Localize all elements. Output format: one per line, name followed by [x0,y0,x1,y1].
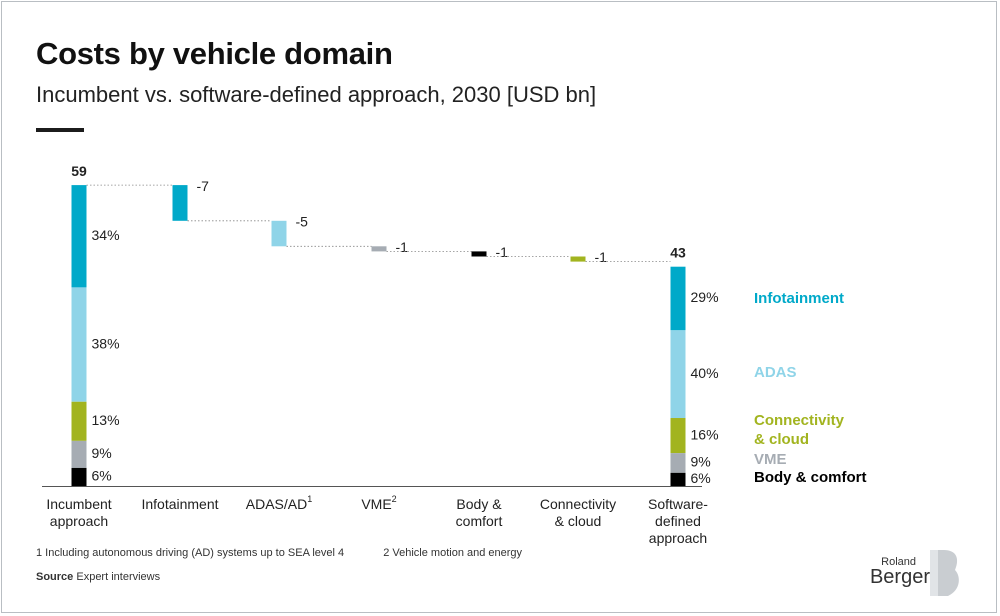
category-label-infotainment: Infotainment [141,496,218,512]
step-value-label-vme: -1 [396,239,409,255]
end-bar-segment-connectivity-cloud [670,418,686,454]
end-bar-share-label-vme: 9% [691,454,711,470]
start-bar-segment-connectivity-cloud [71,401,87,441]
legend-item-infotainment: Infotainment [754,290,844,307]
start-bar-segment-vme [71,440,87,468]
step-value-label-body-comfort: -1 [496,244,509,260]
footnote-2: 2 Vehicle motion and energy [383,547,523,559]
end-bar-share-label-adas: 40% [691,365,719,381]
step-bar-connectivity-cloud [570,256,586,262]
start-bar-share-label-infotainment: 34% [92,227,120,243]
start-bar-total-label: 59 [71,163,87,179]
step-bar-vme [371,246,387,252]
category-label-body-comfort: Body & comfort [456,496,503,529]
end-bar-segment-body-comfort [670,472,686,486]
source-label: Source [36,571,74,583]
end-bar-share-label-connectivity-cloud: 16% [691,426,719,442]
legend-item-connectivity-cloud: Connectivity & cloud [754,412,845,448]
roland-berger-logo: Roland Berger [869,550,972,596]
end-bar-total-label: 43 [670,244,686,260]
source-note: Source Expert interviews [36,571,160,583]
end-bar-segment-infotainment [670,266,686,331]
step-value-label-infotainment: -7 [197,178,210,194]
start-bar-share-label-adas: 38% [92,335,120,351]
legend-item-vme: VME [754,451,787,468]
end-bar-segment-vme [670,453,686,473]
start-bar-share-label-connectivity-cloud: 13% [92,412,120,428]
category-label-incumbent-approach: Incumbent approach [46,496,111,529]
legend-item-adas: ADAS [754,364,797,381]
logo-word-roland: Roland [881,556,916,568]
step-bar-adas-ad [271,220,287,247]
logo-b-mark-icon [930,550,959,596]
start-bar-share-label-vme: 9% [92,445,112,461]
start-bar-segment-body-comfort [71,467,87,486]
start-bar-share-label-body-comfort: 6% [92,468,112,484]
chart-title: Costs by vehicle domain [36,36,393,71]
footnotes: 1 Including autonomous driving (AD) syst… [36,547,558,559]
footnote-1: 1 Including autonomous driving (AD) syst… [36,547,345,559]
end-bar-share-label-infotainment: 29% [691,289,719,305]
step-value-label-connectivity-cloud: -1 [595,249,608,265]
start-bar-segment-infotainment [71,185,87,288]
category-label-software-defined-approach: Software-defined approach [648,496,708,546]
logo-word-berger: Berger [869,566,930,588]
title-underline [36,128,84,132]
step-bar-infotainment [172,185,188,221]
step-value-label-adas-ad: -5 [296,214,309,230]
end-bar-share-label-body-comfort: 6% [691,470,711,486]
category-label-connectivity-cloud: Connectivity & cloud [540,496,616,529]
start-bar-segment-adas [71,287,87,402]
category-label-adas-ad: ADAS/AD1 [246,494,312,511]
category-label-vme: VME2 [361,494,396,511]
legend-item-body-comfort: Body & comfort [754,469,867,486]
source-text: Expert interviews [76,571,161,583]
step-bar-body-comfort [471,251,487,257]
chart-subtitle: Incumbent vs. software-defined approach,… [36,82,597,107]
end-bar-segment-adas [670,330,686,419]
